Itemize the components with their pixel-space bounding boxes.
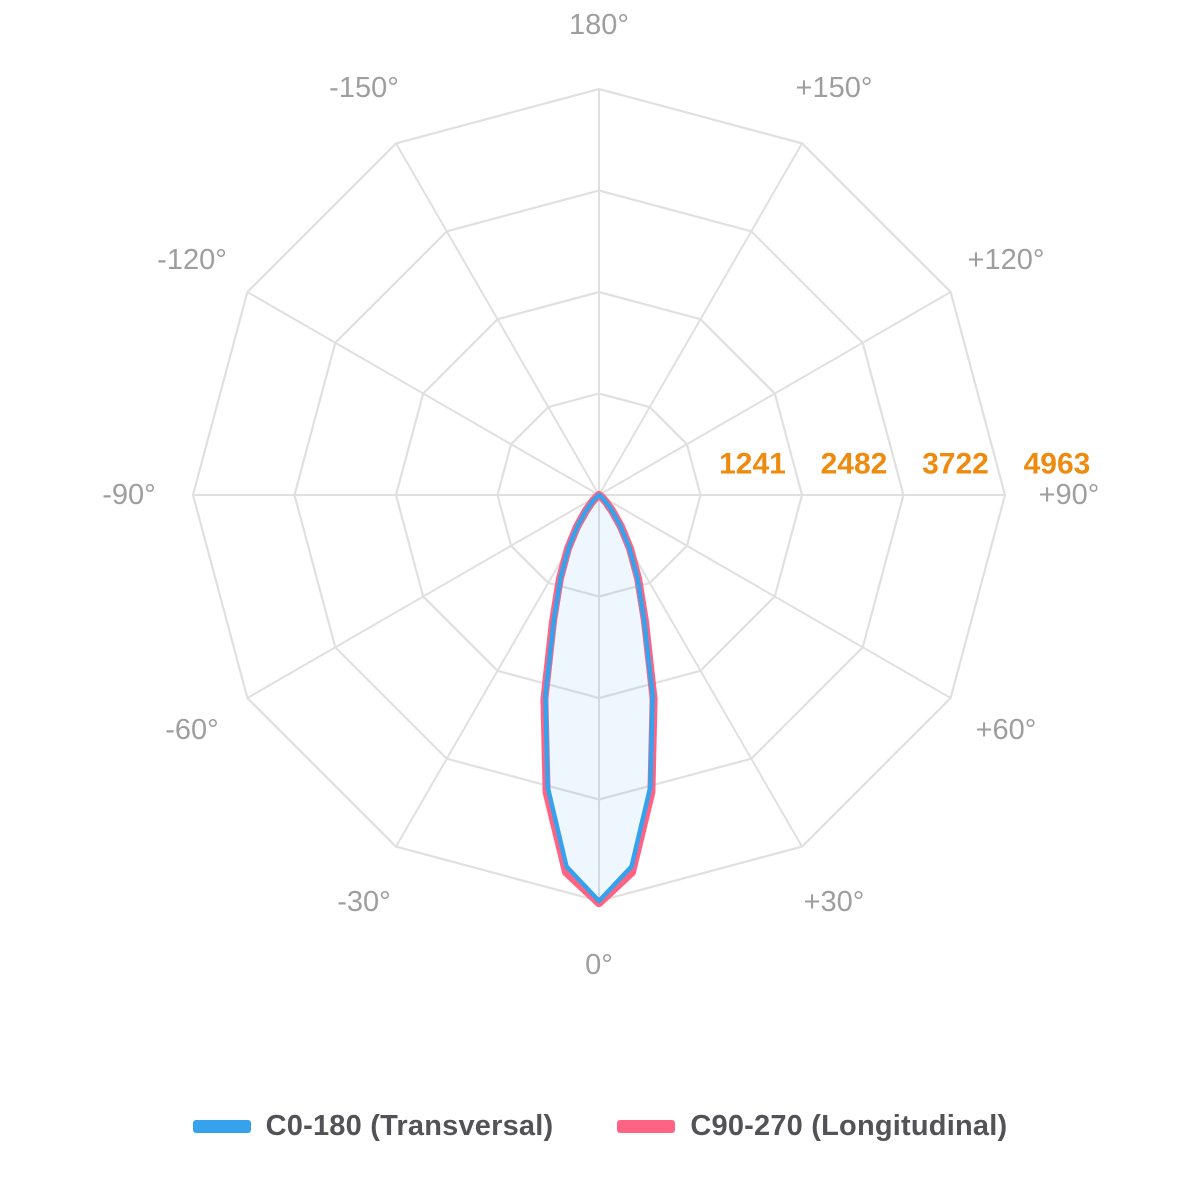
legend-label-c90-270: C90-270 (Longitudinal) <box>690 1109 1008 1142</box>
radial-tick-label: 2482 <box>821 448 888 481</box>
angle-label: -60° <box>165 714 219 746</box>
angle-label: 180° <box>569 9 629 41</box>
chart-legend: C0-180 (Transversal) C90-270 (Longitudin… <box>0 1102 1200 1150</box>
radial-tick-label: 4963 <box>1024 448 1091 481</box>
angle-label: -120° <box>157 244 227 276</box>
legend-swatch-c0-180-icon <box>192 1119 251 1133</box>
legend-swatch-c90-270-icon <box>617 1119 676 1133</box>
radial-tick-label: 1241 <box>719 448 786 481</box>
legend-item-c0-180[interactable]: C0-180 (Transversal) <box>192 1109 554 1143</box>
grid-spoke <box>598 494 952 699</box>
radial-tick-label: 3722 <box>922 448 989 481</box>
grid-spoke <box>598 291 952 496</box>
polar-chart-svg: 1241 2482 3722 4963 180° +150° +120° +90° +60° +3… <box>102 9 1100 981</box>
angle-label: -90° <box>102 479 156 511</box>
angle-label: +90° <box>1039 479 1100 511</box>
angle-label: +30° <box>804 886 865 918</box>
c0-180-curve <box>543 492 655 904</box>
grid-spoke <box>598 142 803 496</box>
grid-spoke <box>395 142 600 496</box>
legend-item-c90-270[interactable]: C90-270 (Longitudinal) <box>617 1110 1007 1143</box>
angle-label: -30° <box>337 886 391 918</box>
angle-label: +150° <box>796 72 873 104</box>
angle-label: +60° <box>976 714 1037 746</box>
grid-spoke <box>246 291 600 496</box>
legend-label-c0-180: C0-180 (Transversal) <box>265 1109 554 1142</box>
grid-spoke <box>246 494 600 699</box>
angle-label: 0° <box>585 949 613 981</box>
angle-label: +120° <box>968 244 1045 276</box>
angle-label: -150° <box>329 72 399 104</box>
